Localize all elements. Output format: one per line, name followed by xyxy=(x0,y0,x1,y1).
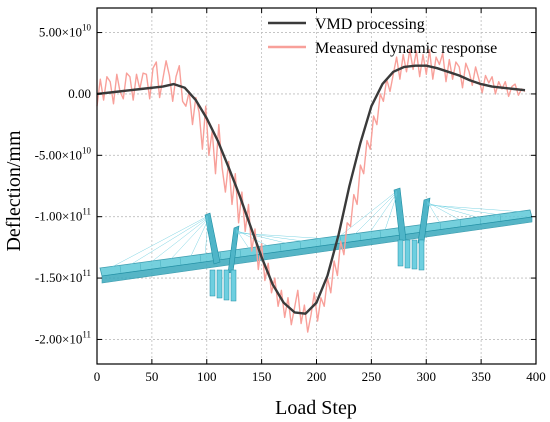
x-tick-label: 400 xyxy=(526,369,546,384)
x-tick-label: 200 xyxy=(307,369,327,384)
legend-label-measured: Measured dynamic response xyxy=(315,40,497,57)
series-vmd-processing-line xyxy=(96,64,526,315)
series-lines xyxy=(96,49,526,333)
y-tick-label: -1.50×1011 xyxy=(35,268,91,285)
axes: 0 50 100 150 200 250 300 350 400 5.00×1010 0.00 -5.… xyxy=(35,7,546,384)
x-tick-label: 0 xyxy=(94,369,101,384)
legend-label-vmd: VMD processing xyxy=(315,16,425,33)
x-axis-title: Load Step xyxy=(275,397,357,419)
x-tick-label: 250 xyxy=(362,369,382,384)
legend: VMD processing Measured dynamic response xyxy=(268,16,497,57)
x-tick-label: 150 xyxy=(252,369,272,384)
y-tick-label: -5.00×1010 xyxy=(35,145,92,162)
y-axis-title: Deflection/mm xyxy=(3,130,25,252)
x-tick-label: 350 xyxy=(471,369,491,384)
y-tick-label: 0.00 xyxy=(68,86,91,101)
x-tick-label: 100 xyxy=(197,369,217,384)
x-tick-label: 50 xyxy=(145,369,158,384)
bridge-illustration xyxy=(99,187,533,302)
series-measured-response-line xyxy=(96,49,526,333)
grid xyxy=(97,8,536,364)
y-tick-label: -2.00×1011 xyxy=(35,329,91,346)
x-tick-label: 300 xyxy=(417,369,437,384)
y-tick-label: 5.00×1010 xyxy=(39,23,92,40)
y-tick-label: -1.00×1011 xyxy=(35,207,91,224)
